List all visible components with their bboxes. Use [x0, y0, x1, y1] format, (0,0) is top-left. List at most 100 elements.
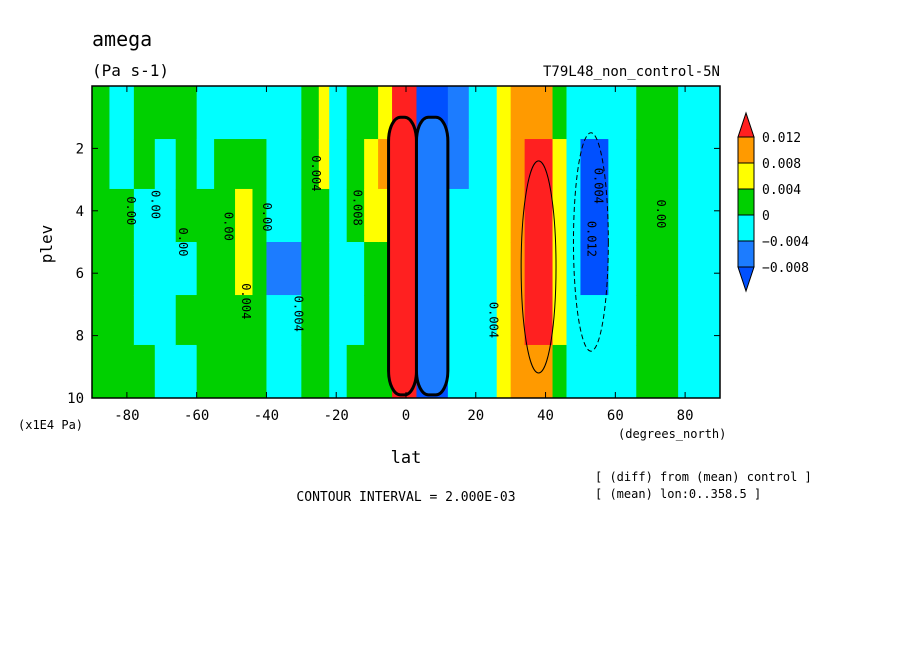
cell-4-2 — [175, 188, 198, 243]
colorbar-swatch — [737, 188, 755, 216]
colorbar-label: 0.004 — [762, 183, 801, 198]
contour-label: 0.012 — [584, 221, 598, 257]
equatorial-cells — [387, 115, 609, 397]
cell-22-0 — [524, 86, 554, 140]
cell-6-4 — [214, 295, 236, 346]
cell-3-5 — [154, 344, 177, 399]
contour-label: 0.008 — [351, 190, 365, 226]
x-tick-label: -40 — [254, 408, 279, 424]
cell-11-0 — [318, 86, 330, 140]
cell-28-2 — [678, 188, 721, 243]
cell-19-3 — [468, 242, 498, 296]
cell-2-5 — [133, 344, 156, 399]
colorbar-label: 0.012 — [762, 131, 801, 146]
cell-25-2 — [580, 188, 609, 243]
cell-26-1 — [608, 139, 637, 190]
cell-12-2 — [329, 188, 348, 243]
y-tick-label: 2 — [76, 141, 84, 157]
colorbar-label: 0 — [762, 209, 770, 224]
contour-label: 0.00 — [654, 199, 668, 228]
x-tick-label: 20 — [467, 408, 484, 424]
cell-13-5 — [346, 344, 365, 399]
cell-12-3 — [329, 242, 348, 296]
cell-13-2 — [346, 188, 365, 243]
cell-0-0 — [92, 86, 110, 140]
cell-12-4 — [329, 295, 348, 346]
y-axis-units: (x1E4 Pa) — [18, 418, 83, 432]
cell-26-3 — [608, 242, 637, 296]
cell-24-5 — [566, 344, 581, 399]
colorbar-max-arrow — [737, 111, 755, 138]
cell-8-5 — [252, 344, 267, 399]
cell-4-5 — [175, 344, 198, 399]
cell-6-1 — [214, 139, 236, 190]
x-tick-label: 80 — [677, 408, 694, 424]
cell-14-4 — [364, 295, 379, 346]
contour-label: 0.004 — [309, 155, 323, 191]
cell-11-2 — [318, 188, 330, 243]
cell-21-4 — [510, 295, 526, 346]
cell-12-0 — [329, 86, 348, 140]
cell-25-0 — [580, 86, 609, 140]
cell-22-3 — [524, 242, 554, 296]
cell-22-1 — [524, 139, 554, 190]
cell-7-2 — [235, 188, 253, 243]
contour-label: 0.004 — [591, 168, 605, 204]
x-tick-label: 40 — [537, 408, 554, 424]
cell-8-0 — [252, 86, 267, 140]
cell-20-1 — [496, 139, 512, 190]
cell-26-4 — [608, 295, 637, 346]
cell-19-4 — [468, 295, 498, 346]
cell-11-3 — [318, 242, 330, 296]
chart-units: (Pa s-1) — [92, 61, 169, 80]
cell-11-5 — [318, 344, 330, 399]
cell-5-0 — [196, 86, 215, 140]
x-tick-label: 60 — [607, 408, 624, 424]
colorbar-label: −0.008 — [762, 261, 809, 276]
negative-core-cell — [414, 115, 450, 397]
cell-28-4 — [678, 295, 721, 346]
cell-9-1 — [266, 139, 302, 190]
cell-18-5 — [447, 344, 470, 399]
cell-4-4 — [175, 295, 198, 346]
positive-core-cell — [387, 115, 418, 397]
cell-1-2 — [109, 188, 135, 243]
cell-26-2 — [608, 188, 637, 243]
cell-20-3 — [496, 242, 512, 296]
contour-label: 0.00 — [222, 212, 236, 241]
colorbar-label: 0.008 — [762, 157, 801, 172]
cell-18-0 — [447, 86, 470, 140]
contour-interval: CONTOUR INTERVAL = 2.000E-03 — [296, 490, 515, 505]
cell-21-2 — [510, 188, 526, 243]
cell-13-0 — [346, 86, 365, 140]
cell-0-2 — [92, 188, 110, 243]
contour-label: 0.00 — [148, 190, 162, 219]
cell-8-2 — [252, 188, 267, 243]
cell-13-4 — [346, 295, 365, 346]
cell-8-4 — [252, 295, 267, 346]
cell-10-2 — [301, 188, 320, 243]
cell-18-4 — [447, 295, 470, 346]
contour-label: 0.004 — [291, 296, 305, 332]
cell-5-5 — [196, 344, 215, 399]
cell-24-0 — [566, 86, 581, 140]
cell-20-4 — [496, 295, 512, 346]
nh-negative-contour — [572, 132, 609, 352]
cell-8-3 — [252, 242, 267, 296]
chart-title: amega — [92, 27, 152, 51]
cell-27-1 — [636, 139, 679, 190]
cell-6-2 — [214, 188, 236, 243]
cell-21-3 — [510, 242, 526, 296]
cell-14-1 — [364, 139, 379, 190]
cell-26-0 — [608, 86, 637, 140]
cell-22-2 — [524, 188, 554, 243]
cell-20-2 — [496, 188, 512, 243]
colorbar-swatch — [737, 136, 755, 164]
cell-28-0 — [678, 86, 721, 140]
cell-1-5 — [109, 344, 135, 399]
cell-2-1 — [133, 139, 156, 190]
cell-0-3 — [92, 242, 110, 296]
cell-7-3 — [235, 242, 253, 296]
cell-21-5 — [510, 344, 526, 399]
colorbar-swatch — [737, 162, 755, 190]
